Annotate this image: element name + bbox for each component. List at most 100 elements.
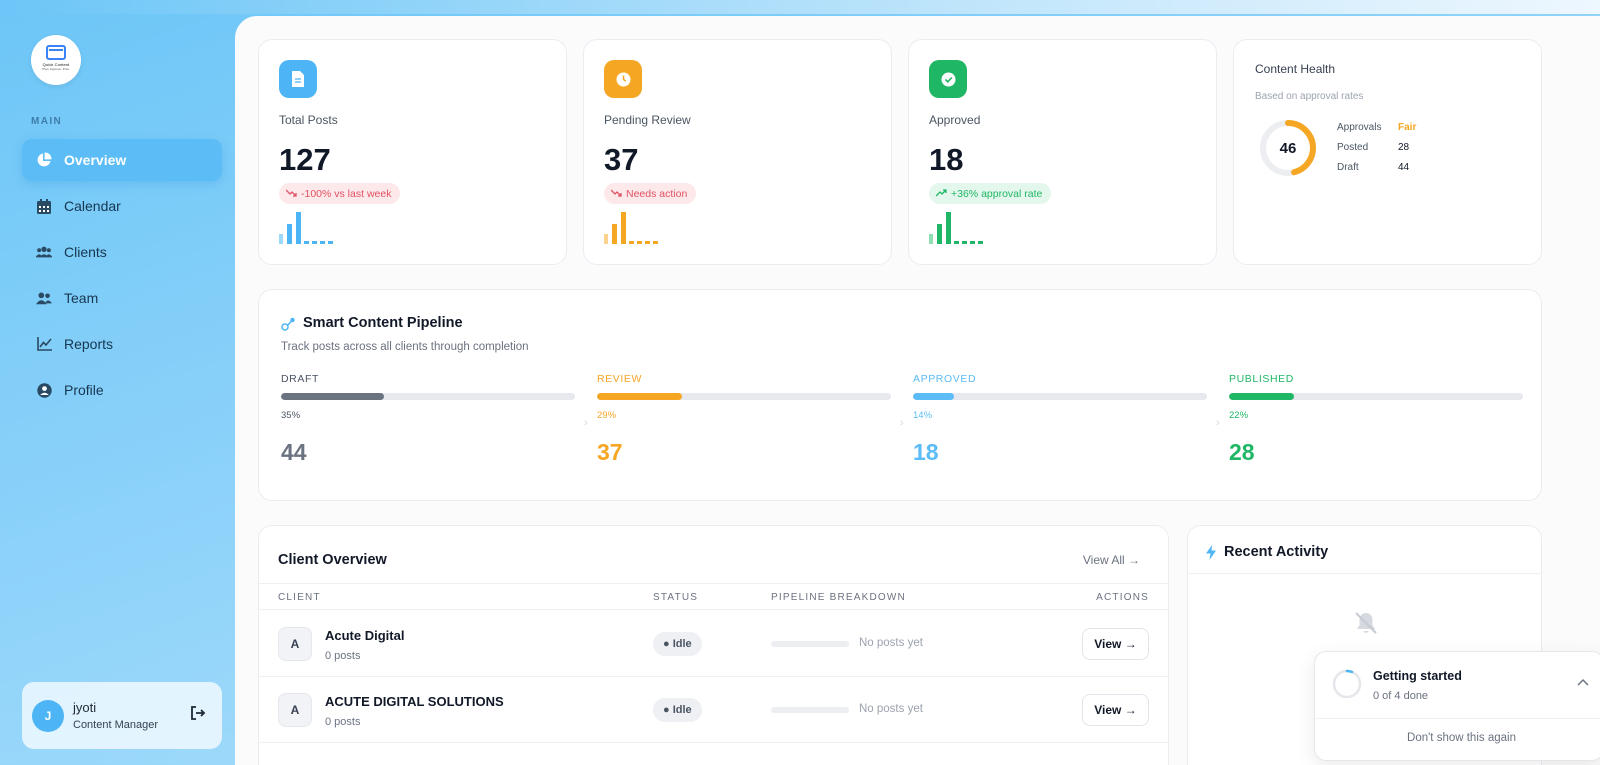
pipeline-stage-review[interactable]: REVIEW 29% 37 [597, 373, 891, 466]
health-row-value: 28 [1398, 142, 1410, 153]
column-header-status[interactable]: STATUS [653, 592, 699, 603]
dont-show-again-button[interactable]: Don't show this again [1407, 732, 1516, 744]
pipeline-empty-text: No posts yet [859, 703, 923, 715]
getting-started-widget[interactable]: Getting started 0 of 4 done Don't show t… [1314, 651, 1600, 761]
client-name[interactable]: ACUTE DIGITAL SOLUTIONS [325, 694, 504, 709]
health-row-label: Posted [1337, 142, 1369, 153]
stage-progress-bar [597, 393, 891, 400]
trend-down-icon [285, 188, 297, 200]
client-overview-card: Client Overview View All → CLIENT STATUS… [258, 525, 1169, 765]
health-row-draft: Draft 44 [1337, 162, 1417, 173]
client-overview-title: Client Overview [278, 552, 387, 568]
column-header-actions: ACTIONS [1096, 592, 1149, 603]
getting-started-progress: 0 of 4 done [1373, 690, 1429, 702]
team-icon [36, 290, 52, 306]
table-row[interactable]: A Acute Digital 0 posts ● Idle No posts … [259, 611, 1168, 677]
stage-label: PUBLISHED [1229, 373, 1294, 385]
sparkline [929, 212, 983, 244]
health-subtitle: Based on approval rates [1255, 91, 1364, 102]
stat-value: 18 [929, 142, 964, 177]
table-header: CLIENT STATUS PIPELINE BREAKDOWN ACTIONS [259, 583, 1168, 610]
view-client-button[interactable]: View → [1082, 694, 1149, 726]
sparkline [279, 212, 333, 244]
attention-badge-text: Needs action [626, 187, 688, 200]
sidebar-item-calendar[interactable]: Calendar [22, 185, 222, 227]
stage-label: APPROVED [913, 373, 977, 385]
stat-value: 37 [604, 142, 639, 177]
view-all-link[interactable]: View All → [1082, 553, 1140, 567]
chevron-up-icon[interactable] [1577, 675, 1589, 689]
stage-progress-bar [281, 393, 575, 400]
pipeline-title: Smart Content Pipeline [303, 315, 463, 331]
health-row-value: 44 [1398, 162, 1410, 173]
lightning-icon [1206, 545, 1216, 565]
pipeline-stage-draft[interactable]: DRAFT 35% 44 [281, 373, 575, 466]
pipeline-stage-approved[interactable]: APPROVED 14% 18 [913, 373, 1207, 466]
avatar[interactable]: J [32, 699, 64, 732]
trend-badge-text: +36% approval rate [951, 187, 1043, 200]
pipeline-card: Smart Content Pipeline Track posts acros… [258, 289, 1542, 501]
stat-label: Approved [929, 113, 981, 127]
nav-section-label: MAIN [31, 116, 63, 127]
health-row-posted: Posted 28 [1337, 142, 1417, 153]
health-score: 46 [1279, 139, 1297, 157]
logout-icon[interactable] [190, 705, 208, 723]
stage-count: 37 [597, 439, 623, 465]
sidebar-nav: Overview Calendar Clients Team Reports [22, 139, 222, 415]
document-icon [279, 60, 317, 98]
calendar-icon [36, 198, 52, 214]
table-row[interactable]: A ACUTE DIGITAL SOLUTIONS 0 posts ● Idle… [259, 677, 1168, 743]
logo-tagline: Plan. Approve. Post. [42, 67, 70, 71]
stage-label: DRAFT [281, 373, 319, 385]
client-avatar: A [278, 693, 312, 727]
health-row-label: Approvals [1337, 122, 1382, 133]
logo-calendar-icon [46, 45, 66, 60]
client-post-count: 0 posts [325, 716, 361, 728]
stat-card-total-posts[interactable]: Total Posts 127 -100% vs last week [258, 39, 567, 265]
trend-badge: -100% vs last week [279, 183, 401, 204]
trend-badge-text: -100% vs last week [301, 187, 392, 200]
sidebar-item-label: Reports [64, 336, 114, 352]
logo-text: Quick Content [42, 62, 70, 67]
content-health-card: Content Health Based on approval rates 4… [1233, 39, 1542, 265]
sidebar-item-clients[interactable]: Clients [22, 231, 222, 273]
stat-card-approved[interactable]: Approved 18 +36% approval rate [908, 39, 1217, 265]
stat-card-pending-review[interactable]: Pending Review 37 Needs action [583, 39, 892, 265]
sidebar-item-overview[interactable]: Overview [22, 139, 222, 181]
chevron-right-icon: › [1216, 417, 1220, 429]
stage-percent: 29% [597, 410, 617, 421]
client-avatar: A [278, 627, 312, 661]
trend-up-icon [935, 188, 947, 200]
sidebar-item-team[interactable]: Team [22, 277, 222, 319]
app-logo[interactable]: Quick Content Plan. Approve. Post. [31, 35, 81, 85]
user-card: J jyoti Content Manager [22, 682, 222, 749]
sidebar-item-reports[interactable]: Reports [22, 323, 222, 365]
trend-badge: +36% approval rate [929, 183, 1052, 204]
stage-progress-fill [913, 393, 955, 400]
sidebar: Quick Content Plan. Approve. Post. MAIN … [0, 0, 235, 765]
client-name[interactable]: Acute Digital [325, 628, 405, 643]
sidebar-item-label: Profile [64, 382, 104, 398]
stage-progress-fill [281, 393, 384, 400]
health-title: Content Health [1255, 62, 1336, 76]
getting-started-progress-ring [1332, 669, 1362, 699]
stage-percent: 35% [281, 410, 301, 421]
stage-percent: 14% [913, 410, 933, 421]
stage-progress-fill [597, 393, 683, 400]
sidebar-item-label: Team [64, 290, 99, 306]
pipeline-breakdown-bar [771, 707, 849, 713]
stage-progress-fill [1229, 393, 1294, 400]
column-header-pipeline[interactable]: PIPELINE BREAKDOWN [771, 592, 906, 603]
clock-icon [604, 60, 642, 98]
status-badge: ● Idle [653, 698, 702, 722]
view-client-button[interactable]: View → [1082, 628, 1149, 660]
pipeline-subtitle: Track posts across all clients through c… [281, 341, 529, 353]
divider [1315, 718, 1600, 719]
column-header-client[interactable]: CLIENT [278, 592, 321, 603]
check-circle-icon [929, 60, 967, 98]
pipeline-stage-published[interactable]: PUBLISHED 22% 28 [1229, 373, 1523, 466]
sidebar-item-profile[interactable]: Profile [22, 369, 222, 411]
sidebar-item-label: Overview [64, 152, 127, 168]
user-name: jyoti [73, 700, 97, 715]
chevron-right-icon: › [900, 417, 904, 429]
